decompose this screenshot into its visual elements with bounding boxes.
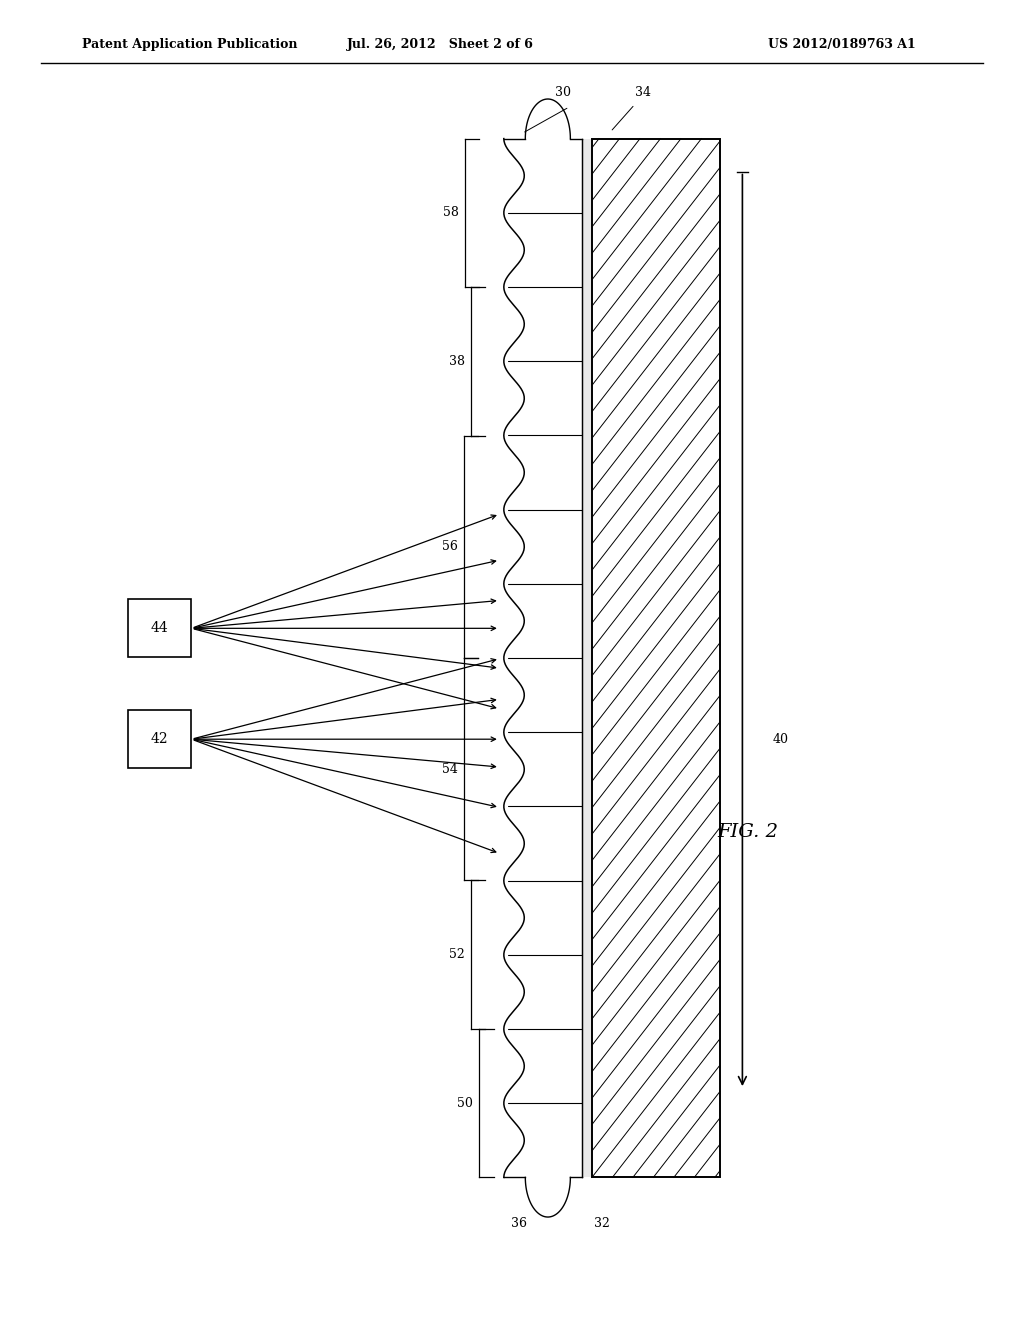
- Text: Jul. 26, 2012   Sheet 2 of 6: Jul. 26, 2012 Sheet 2 of 6: [347, 38, 534, 51]
- Bar: [128, 599, 191, 657]
- Text: 56: 56: [441, 540, 458, 553]
- Bar: [592, 139, 720, 1177]
- Text: 58: 58: [442, 206, 459, 219]
- Text: 30: 30: [555, 86, 571, 99]
- Text: 54: 54: [441, 763, 458, 776]
- Text: 38: 38: [449, 355, 465, 368]
- Bar: [592, 139, 720, 1177]
- Text: 34: 34: [635, 86, 651, 99]
- Text: 44: 44: [151, 622, 169, 635]
- Text: FIG. 2: FIG. 2: [717, 822, 778, 841]
- Text: 32: 32: [594, 1217, 610, 1230]
- Text: 36: 36: [511, 1217, 527, 1230]
- Bar: [128, 710, 191, 768]
- Text: 52: 52: [450, 948, 465, 961]
- Bar: [582, 139, 592, 1177]
- Polygon shape: [504, 139, 582, 1177]
- Text: 40: 40: [773, 733, 790, 746]
- Text: US 2012/0189763 A1: US 2012/0189763 A1: [768, 38, 915, 51]
- Text: 50: 50: [457, 1097, 473, 1110]
- Text: Patent Application Publication: Patent Application Publication: [82, 38, 297, 51]
- Text: 42: 42: [151, 733, 169, 746]
